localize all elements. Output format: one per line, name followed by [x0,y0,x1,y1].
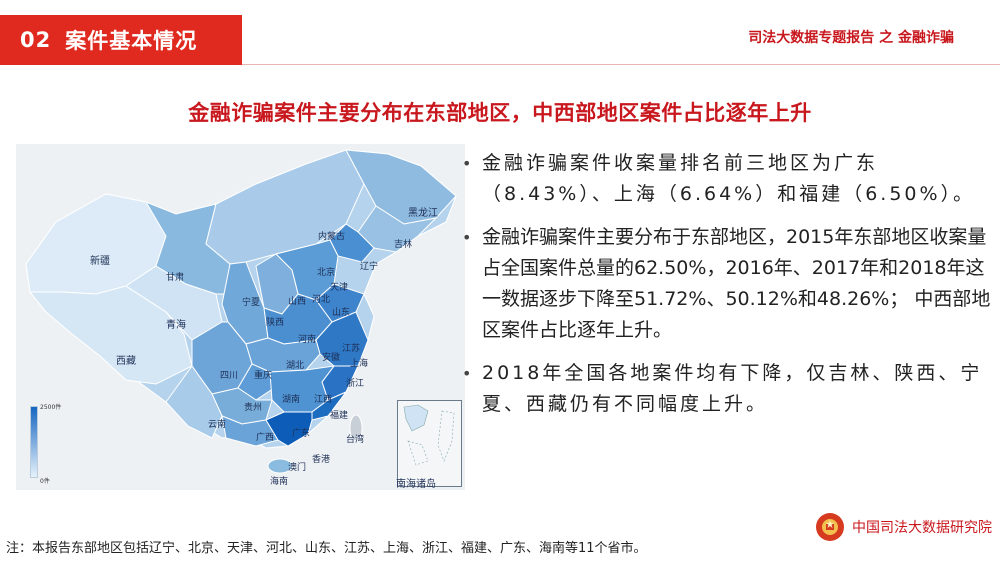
label-hebei: 河北 [312,293,330,305]
china-map-graphic: 黑龙江 吉林 内蒙古 辽宁 北京 天津 河北 新疆 甘肃 宁夏 山西 山东 青海… [25,149,457,487]
bullet-list: 金融诈骗案件收案量排名前三地区为广东（8.43%）、上海（6.64%）和福建（6… [458,148,998,432]
region-taiwan [349,414,363,442]
region-neimenggu [205,149,365,265]
label-henan: 河南 [298,333,316,345]
bullet-item: 金融诈骗案件主要分布于东部地区，2015年东部地区收案量占全国案件总量的62.5… [458,222,998,346]
label-anhui: 安徽 [322,351,340,363]
label-shanghai: 上海 [350,357,368,369]
label-jiangsu: 江苏 [342,342,360,354]
label-taiwan: 台湾 [346,433,364,445]
china-map: 黑龙江 吉林 内蒙古 辽宁 北京 天津 河北 新疆 甘肃 宁夏 山西 山东 青海… [16,144,465,490]
south-sea-label: 南海诸岛 [396,479,436,490]
legend-min-label: 0件 [40,478,50,485]
label-yunnan: 云南 [208,418,226,430]
legend-max-label: 2500件 [40,404,62,411]
label-aomen: 澳门 [288,461,306,473]
section-number: 02 [20,28,52,52]
label-hainan: 海南 [270,475,288,487]
header-divider [242,64,1000,65]
label-heilongjiang: 黑龙江 [408,206,438,219]
label-gansu: 甘肃 [166,271,184,283]
label-fujian: 福建 [330,409,348,421]
label-qinghai: 青海 [166,318,186,331]
label-jiangxi: 江西 [314,394,332,405]
label-shanxi: 山西 [288,296,306,307]
slide-headline: 金融诈骗案件主要分布在东部地区，中西部地区案件占比逐年上升 [188,101,812,125]
court-emblem-icon [816,513,844,541]
label-hubei: 湖北 [286,360,304,371]
label-jilin: 吉林 [394,238,412,250]
region-fujian [311,390,348,421]
legend-color-scale [30,406,38,478]
label-guangxi: 广西 [256,431,274,443]
label-guizhou: 贵州 [244,401,262,413]
south-sea-inset [397,400,462,487]
label-zhejiang: 浙江 [346,377,364,389]
institute-logo: 中国司法大数据研究院 [816,513,992,541]
label-sichuan: 四川 [220,371,238,381]
bullet-item: 金融诈骗案件收案量排名前三地区为广东（8.43%）、上海（6.64%）和福建（6… [458,148,998,210]
south-sea-inset-graphic [403,404,455,466]
footnote: 注：本报告东部地区包括辽宁、北京、天津、河北、山东、江苏、上海、浙江、福建、广东… [6,541,647,556]
label-shaanxi: 陕西 [266,316,284,328]
region-jiangsu-anhui [315,311,369,367]
institute-name: 中国司法大数据研究院 [852,520,992,536]
region-hainan [267,458,293,474]
label-xianggang: 香港 [312,453,330,465]
section-title: 案件基本情况 [65,29,198,53]
label-chongqing: 重庆 [254,369,272,381]
label-ningxia: 宁夏 [242,296,260,308]
bullet-item: 2018年全国各地案件均有下降，仅吉林、陕西、宁夏、西藏仍有不同幅度上升。 [458,358,998,420]
section-badge: 02 案件基本情况 [0,15,242,65]
report-title: 司法大数据专题报告 之 金融诈骗 [748,30,954,46]
region-guangdong [265,411,313,447]
label-shandong: 山东 [332,306,350,318]
label-xizang: 西藏 [116,355,136,367]
label-liaoning: 辽宁 [360,260,378,272]
label-tianjin: 天津 [330,282,348,293]
label-xinjiang: 新疆 [90,254,110,267]
label-beijing: 北京 [317,266,335,278]
label-neimenggu: 内蒙古 [318,230,345,242]
label-guangdong: 广东 [292,427,310,439]
label-hunan: 湖南 [282,393,300,405]
